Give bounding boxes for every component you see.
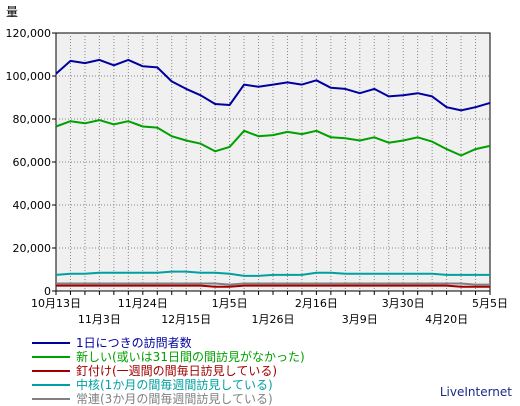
y-tick-label: 40,000 xyxy=(13,199,52,212)
grid xyxy=(56,33,490,291)
legend: 1日につきの訪問者数 新しい(或いは31日間の間訪見がなかった) 釘付け(一週間の間… xyxy=(32,336,305,406)
series-line xyxy=(55,119,491,157)
y-tick-label: 80,000 xyxy=(13,113,52,126)
series-line xyxy=(55,270,490,277)
legend-swatch xyxy=(32,356,70,358)
x-tick-label: 3月9日 xyxy=(342,313,378,326)
series-line xyxy=(56,284,490,288)
legend-swatch xyxy=(32,398,70,400)
series-line xyxy=(56,282,490,286)
legend-item: 釘付け(一週間の間毎日訪見している) xyxy=(32,364,305,378)
legend-label: 常連(3か月の間毎週間訪見している) xyxy=(76,392,273,406)
x-tick-label: 11月24日 xyxy=(118,297,168,310)
y-tick-label: 60,000 xyxy=(13,156,52,169)
y-axis-label: 量 xyxy=(6,5,18,19)
legend-swatch xyxy=(32,370,70,372)
line-chart: 量 0 20,000 40,000 60,000 80,000 100,000 120,00… xyxy=(6,5,509,326)
legend-swatch xyxy=(32,384,70,386)
series-line xyxy=(55,58,491,112)
legend-item: 1日につきの訪問者数 xyxy=(32,336,305,350)
brand-label: LiveInternet xyxy=(439,385,512,399)
legend-label: 中核(1か月の間毎週間訪見している) xyxy=(76,378,273,392)
y-tick-label: 120,000 xyxy=(6,27,52,40)
x-tick-label: 1月5日 xyxy=(212,297,248,310)
x-axis: 10月13日 11月24日 1月5日 2月16日 3月30日 5月5日 11月3日 12月15… xyxy=(31,291,508,326)
x-tick-label: 2月16日 xyxy=(295,297,338,310)
y-tick-label: 100,000 xyxy=(6,70,52,83)
legend-label: 1日につきの訪問者数 xyxy=(76,336,192,350)
x-tick-label: 5月5日 xyxy=(472,297,508,310)
x-tick-label: 10月13日 xyxy=(31,297,81,310)
y-tick-label: 20,000 xyxy=(13,242,52,255)
x-tick-label: 11月3日 xyxy=(78,313,121,326)
legend-label: 新しい(或いは31日間の間訪見がなかった) xyxy=(76,350,305,364)
x-tick-label: 3月30日 xyxy=(382,297,425,310)
legend-item: 常連(3か月の間毎週間訪見している) xyxy=(32,392,305,406)
y-axis: 0 20,000 40,000 60,000 80,000 100,000 120,000 xyxy=(6,27,56,298)
x-tick-label: 12月15日 xyxy=(161,313,211,326)
x-tick-label: 4月20日 xyxy=(425,313,468,326)
legend-swatch xyxy=(32,342,70,344)
legend-item: 中核(1か月の間毎週間訪見している) xyxy=(32,378,305,392)
y-tick-label: 0 xyxy=(44,285,51,298)
series-group xyxy=(55,58,491,288)
legend-item: 新しい(或いは31日間の間訪見がなかった) xyxy=(32,350,305,364)
x-tick-label: 1月26日 xyxy=(252,313,295,326)
legend-label: 釘付け(一週間の間毎日訪見している) xyxy=(76,364,278,378)
